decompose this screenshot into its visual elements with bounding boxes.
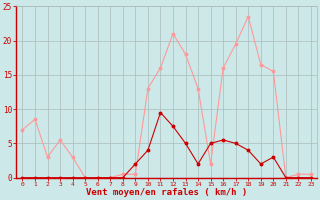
X-axis label: Vent moyen/en rafales ( km/h ): Vent moyen/en rafales ( km/h )	[86, 188, 247, 197]
